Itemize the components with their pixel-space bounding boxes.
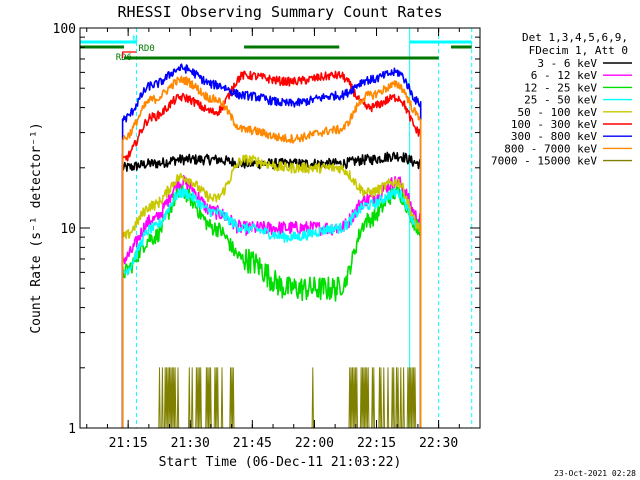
- x-tick-label-3: 22:00: [295, 436, 334, 451]
- legend-label-2: 12 - 25 keV: [524, 81, 597, 94]
- series-line-8: [122, 367, 421, 429]
- x-axis-label: Start Time (06-Dec-11 21:03:22): [159, 455, 402, 470]
- legend-label-7: 800 - 7000 keV: [504, 142, 597, 155]
- legend-label-0: 3 - 6 keV: [537, 57, 597, 70]
- series-line-4: [121, 154, 422, 428]
- series-line-6: [121, 63, 422, 428]
- legend-label-4: 50 - 100 keV: [518, 106, 598, 119]
- legend-header-0: Det 1,3,4,5,6,9,: [522, 31, 628, 44]
- flag-bar-1-2: [451, 45, 472, 49]
- series-line-5: [121, 70, 422, 428]
- x-tick-label-0: 21:15: [109, 436, 148, 451]
- series-line-3: [121, 187, 422, 428]
- y-axis-label: Count Rate (s⁻¹ detector⁻¹): [29, 122, 44, 333]
- legend-label-1: 6 - 12 keV: [531, 69, 598, 82]
- flag-bar-0-0: [80, 40, 137, 44]
- y-tick-label-1: 10: [60, 222, 76, 237]
- x-tick-label-5: 22:30: [419, 436, 458, 451]
- x-tick-label-2: 21:45: [233, 436, 272, 451]
- legend-label-3: 25 - 50 keV: [524, 94, 597, 107]
- axes: 21:15 21:30 21:45 22:00 22:15 22:30 1 10 100: [53, 22, 481, 451]
- legend-label-5: 100 - 300 keV: [511, 118, 597, 131]
- flag-bar-1-1: [244, 45, 340, 49]
- x-tick-label-4: 22:15: [357, 436, 396, 451]
- x-tick-label-1: 21:30: [171, 436, 210, 451]
- y-tick-label-0: 1: [68, 422, 76, 437]
- legend-label-6: 300 - 800 keV: [511, 130, 597, 143]
- flag-bar-2-0: [124, 56, 439, 60]
- rd6-step: [122, 51, 137, 58]
- series-line-7: [121, 75, 422, 428]
- flag-label-0: N: [132, 35, 137, 45]
- y-tick-label-2: 100: [53, 22, 76, 37]
- flag-label-2: RD6: [116, 53, 132, 63]
- legend-label-8: 7000 - 15000 keV: [491, 155, 597, 168]
- series-line-0: [121, 151, 422, 428]
- legend: Det 1,3,4,5,6,9,FDecim 1, Att 03 - 6 keV…: [491, 31, 632, 168]
- chart-title: RHESSI Observing Summary Count Rates: [117, 3, 442, 21]
- flag-label-1: RD0: [139, 44, 155, 54]
- footer-timestamp: 23-Oct-2021 02:28: [554, 469, 636, 478]
- series-line-2: [121, 185, 422, 428]
- flag-bar-1-0: [80, 45, 125, 49]
- legend-header-1: FDecim 1, Att 0: [529, 44, 628, 57]
- flag-bar-0-1: [409, 40, 472, 44]
- plot-area: [79, 28, 473, 429]
